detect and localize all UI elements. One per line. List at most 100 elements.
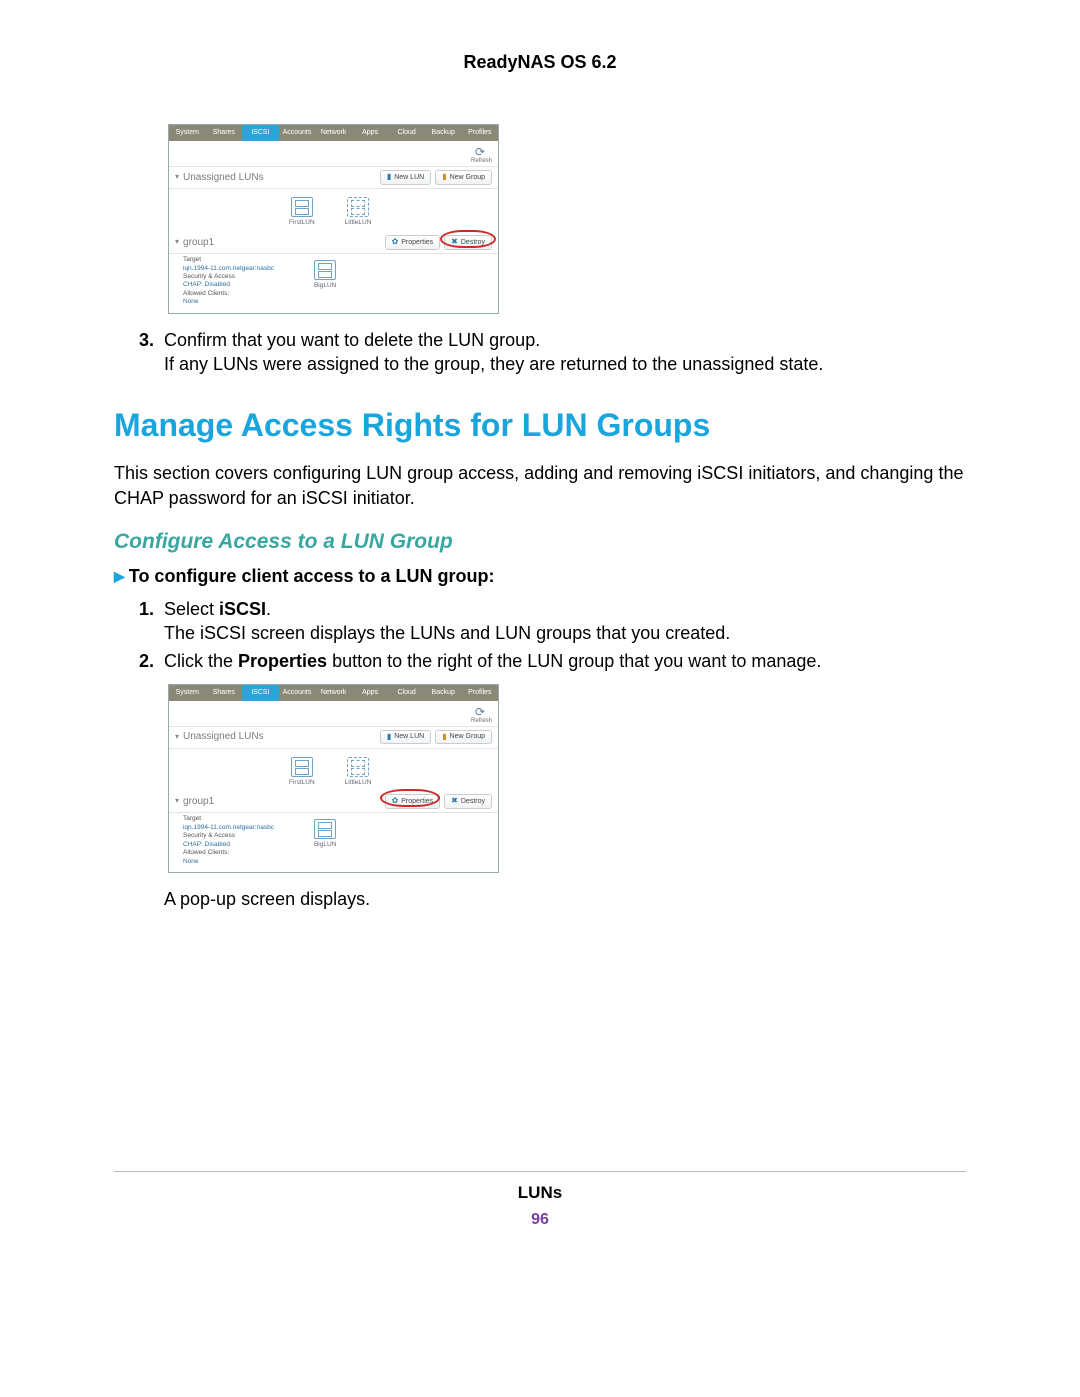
step-text: If any LUNs were assigned to the group, … <box>164 352 966 376</box>
tab-bar: System Shares iSCSI Accounts Network App… <box>169 685 498 701</box>
plus-lun-icon: ▮ <box>387 172 391 183</box>
step-text: Select iSCSI. <box>164 597 966 621</box>
gear-icon: ✿ <box>392 237 399 248</box>
tab-iscsi[interactable]: iSCSI <box>242 685 279 701</box>
screenshot-delete-lun-group: System Shares iSCSI Accounts Network App… <box>168 124 499 313</box>
lun-icon <box>314 819 336 839</box>
toolbar: ⟳ Refresh <box>169 141 498 167</box>
lun-icon <box>291 197 313 217</box>
tab-iscsi[interactable]: iSCSI <box>242 125 279 141</box>
page-footer: LUNs 96 <box>114 1182 966 1231</box>
toolbar: ⟳ Refresh <box>169 701 498 727</box>
step-1: 1. Select iSCSI. The iSCSI screen displa… <box>132 597 966 646</box>
lun-item[interactable]: FirstLUN <box>289 197 315 228</box>
group-section: ▾ group1 ✿Properties ✖Destroy Target iqn… <box>169 791 498 872</box>
tab-profiles[interactable]: Profiles <box>462 125 499 141</box>
lun-label: FirstLUN <box>289 779 315 788</box>
group-section: ▾ group1 ✿Properties ✖Destroy Target iqn… <box>169 232 498 313</box>
properties-button[interactable]: ✿Properties <box>385 235 441 250</box>
screenshot-properties: System Shares iSCSI Accounts Network App… <box>168 684 499 873</box>
group-title: group1 <box>183 795 381 809</box>
tab-accounts[interactable]: Accounts <box>279 125 316 141</box>
caret-icon: ▾ <box>175 172 179 183</box>
tab-system[interactable]: System <box>169 125 206 141</box>
tab-backup[interactable]: Backup <box>425 685 462 701</box>
lun-icon <box>314 260 336 280</box>
heading-1: Manage Access Rights for LUN Groups <box>114 404 966 447</box>
tab-apps[interactable]: Apps <box>352 685 389 701</box>
lun-label: FirstLUN <box>289 219 315 228</box>
procedure-lead: ▶To configure client access to a LUN gro… <box>114 564 966 588</box>
intro-paragraph: This section covers configuring LUN grou… <box>114 461 966 510</box>
lun-label: BigLUN <box>314 282 336 291</box>
lun-item[interactable]: FirstLUN <box>289 757 315 788</box>
new-group-button[interactable]: ▮New Group <box>435 730 492 745</box>
step-2: 2. Click the Properties button to the ri… <box>132 649 966 673</box>
heading-2: Configure Access to a LUN Group <box>114 528 966 556</box>
refresh-label: Refresh <box>471 717 492 725</box>
tab-system[interactable]: System <box>169 685 206 701</box>
properties-button[interactable]: ✿Properties <box>385 794 441 809</box>
step-number: 1. <box>132 597 154 646</box>
tab-accounts[interactable]: Accounts <box>279 685 316 701</box>
tab-shares[interactable]: Shares <box>206 125 243 141</box>
group-luns: BigLUN <box>274 254 336 313</box>
destroy-button[interactable]: ✖Destroy <box>444 794 492 809</box>
footer-section: LUNs <box>114 1182 966 1205</box>
caret-icon: ▾ <box>175 732 179 743</box>
tab-apps[interactable]: Apps <box>352 125 389 141</box>
gear-icon: ✿ <box>392 796 399 807</box>
group-header: ▾ group1 ✿Properties ✖Destroy <box>169 791 498 813</box>
step-text: Confirm that you want to delete the LUN … <box>164 328 966 352</box>
document-page: ReadyNAS OS 6.2 System Shares iSCSI Acco… <box>0 0 1080 1271</box>
refresh-label: Refresh <box>471 157 492 165</box>
lun-icon <box>291 757 313 777</box>
new-lun-button[interactable]: ▮New LUN <box>380 170 431 185</box>
lun-item[interactable]: LittleLUN <box>345 757 372 788</box>
doc-header: ReadyNAS OS 6.2 <box>114 50 966 74</box>
new-group-button[interactable]: ▮New Group <box>435 170 492 185</box>
page-number: 96 <box>114 1209 966 1231</box>
lun-label: LittleLUN <box>345 219 372 228</box>
group-luns: BigLUN <box>274 813 336 872</box>
arrow-icon: ▶ <box>114 568 125 584</box>
step-text: The iSCSI screen displays the LUNs and L… <box>164 621 966 645</box>
tab-network[interactable]: Network <box>315 125 352 141</box>
tab-cloud[interactable]: Cloud <box>388 125 425 141</box>
lun-icon <box>347 757 369 777</box>
step-text: Click the Properties button to the right… <box>164 649 966 673</box>
footer-rule <box>114 1171 966 1172</box>
unassigned-title: Unassigned LUNs <box>183 730 376 744</box>
tab-network[interactable]: Network <box>315 685 352 701</box>
group-header: ▾ group1 ✿Properties ✖Destroy <box>169 232 498 254</box>
lun-item[interactable]: BigLUN <box>314 260 336 291</box>
tab-shares[interactable]: Shares <box>206 685 243 701</box>
plus-group-icon: ▮ <box>442 172 446 183</box>
plus-lun-icon: ▮ <box>387 732 391 743</box>
destroy-button[interactable]: ✖Destroy <box>444 235 492 250</box>
tab-profiles[interactable]: Profiles <box>462 685 499 701</box>
x-icon: ✖ <box>451 796 458 807</box>
lun-item[interactable]: LittleLUN <box>345 197 372 228</box>
tab-bar: System Shares iSCSI Accounts Network App… <box>169 125 498 141</box>
unassigned-title: Unassigned LUNs <box>183 171 376 185</box>
step-number: 3. <box>132 328 154 377</box>
plus-group-icon: ▮ <box>442 732 446 743</box>
x-icon: ✖ <box>451 237 458 248</box>
group-details: Target iqn.1994-11.com.netgear:nasbc Sec… <box>169 813 274 872</box>
unassigned-header: ▾ Unassigned LUNs ▮New LUN ▮New Group <box>169 167 498 189</box>
lun-item[interactable]: BigLUN <box>314 819 336 850</box>
lun-label: LittleLUN <box>345 779 372 788</box>
unassigned-luns: FirstLUN LittleLUN <box>169 189 498 232</box>
unassigned-luns: FirstLUN LittleLUN <box>169 749 498 792</box>
step-3: 3. Confirm that you want to delete the L… <box>132 328 966 377</box>
unassigned-header: ▾ Unassigned LUNs ▮New LUN ▮New Group <box>169 727 498 749</box>
tab-cloud[interactable]: Cloud <box>388 685 425 701</box>
lun-icon <box>347 197 369 217</box>
caret-icon: ▾ <box>175 796 179 807</box>
tab-backup[interactable]: Backup <box>425 125 462 141</box>
new-lun-button[interactable]: ▮New LUN <box>380 730 431 745</box>
lun-label: BigLUN <box>314 841 336 850</box>
group-details: Target iqn.1994-11.com.netgear:nasbc Sec… <box>169 254 274 313</box>
group-title: group1 <box>183 236 381 250</box>
